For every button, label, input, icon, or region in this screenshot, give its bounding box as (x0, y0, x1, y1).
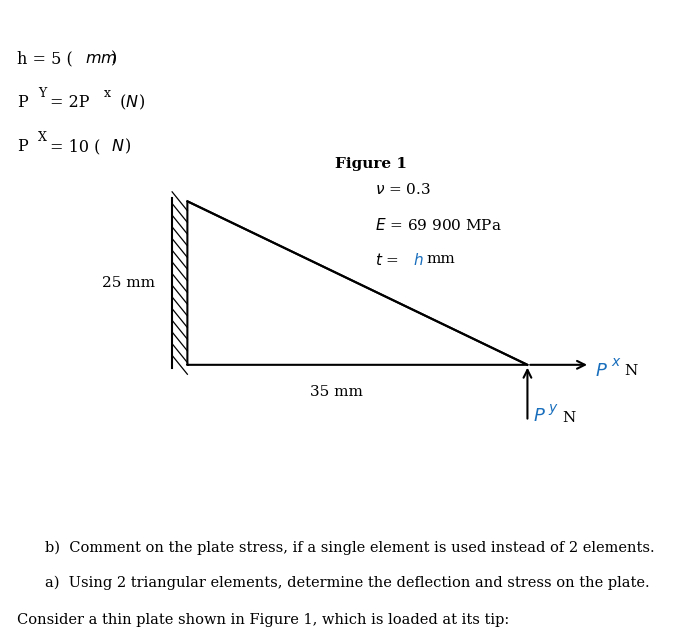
Text: b)  Comment on the plate stress, if a single element is used instead of 2 elemen: b) Comment on the plate stress, if a sin… (45, 541, 654, 555)
Text: mm: mm (427, 252, 455, 265)
Text: x: x (104, 87, 111, 100)
Text: ): ) (125, 138, 131, 155)
Text: $\mathit{N}$: $\mathit{N}$ (111, 138, 125, 155)
Text: h = 5 (: h = 5 ( (17, 50, 73, 67)
Text: (: ( (115, 94, 126, 111)
Text: = 10 (: = 10 ( (50, 138, 101, 155)
Text: $\mathit{N}$: $\mathit{N}$ (125, 94, 139, 111)
Text: X: X (38, 131, 47, 144)
Text: Figure 1: Figure 1 (335, 157, 407, 171)
Text: $\mathit{x}$: $\mathit{x}$ (611, 355, 621, 369)
Text: 25 mm: 25 mm (102, 276, 155, 290)
Text: P: P (17, 138, 28, 155)
Text: Consider a thin plate shown in Figure 1, which is loaded at its tip:: Consider a thin plate shown in Figure 1,… (17, 613, 509, 627)
Text: $\mathit{P}$: $\mathit{P}$ (595, 362, 608, 380)
Text: $\mathit{\nu}$ = 0.3: $\mathit{\nu}$ = 0.3 (375, 182, 431, 198)
Text: P: P (17, 94, 28, 111)
Text: Y: Y (38, 87, 46, 100)
Text: a)  Using 2 triangular elements, determine the deflection and stress on the plat: a) Using 2 triangular elements, determin… (45, 576, 650, 590)
Text: $\mathit{y}$: $\mathit{y}$ (548, 402, 559, 417)
Text: $\mathit{P}$: $\mathit{P}$ (533, 406, 545, 425)
Text: N: N (625, 364, 638, 378)
Text: $\mathit{t}$ =: $\mathit{t}$ = (375, 252, 399, 267)
Text: ): ) (139, 94, 145, 111)
Text: 35 mm: 35 mm (310, 386, 363, 399)
Text: $\mathit{mm}$: $\mathit{mm}$ (85, 50, 117, 67)
Text: $\mathit{h}$: $\mathit{h}$ (413, 252, 423, 267)
Text: N: N (562, 411, 575, 425)
Text: = 2P: = 2P (50, 94, 90, 111)
Text: $\mathit{E}$ = 69 900 MPa: $\mathit{E}$ = 69 900 MPa (375, 217, 502, 233)
Text: ): ) (111, 50, 117, 67)
